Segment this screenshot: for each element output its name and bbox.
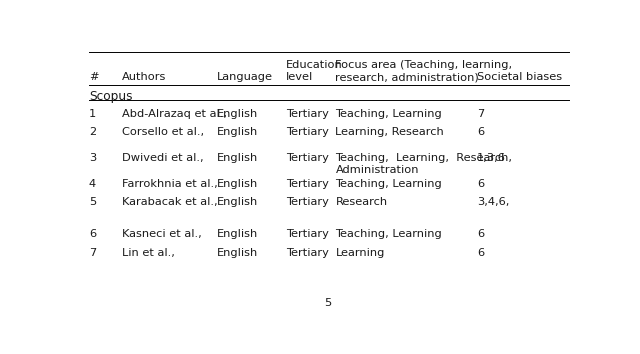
Text: 6: 6 (477, 179, 484, 189)
Text: Tertiary: Tertiary (286, 153, 329, 163)
Text: Learning: Learning (335, 248, 385, 258)
Text: 6: 6 (477, 248, 484, 258)
Text: Authors: Authors (122, 73, 166, 82)
Text: Kasneci et al.,: Kasneci et al., (122, 229, 202, 239)
Text: Language: Language (216, 73, 273, 82)
Text: #: # (89, 73, 99, 82)
Text: Tertiary: Tertiary (286, 179, 329, 189)
Text: Societal biases: Societal biases (477, 73, 562, 82)
Text: 1,3,6: 1,3,6 (477, 153, 506, 163)
Text: 6: 6 (477, 229, 484, 239)
Text: English: English (216, 127, 258, 137)
Text: English: English (216, 109, 258, 119)
Text: 3,4,6,: 3,4,6, (477, 197, 509, 207)
Text: English: English (216, 179, 258, 189)
Text: 4: 4 (89, 179, 96, 189)
Text: Tertiary: Tertiary (286, 197, 329, 207)
Text: 7: 7 (477, 109, 484, 119)
Text: English: English (216, 153, 258, 163)
Text: Teaching, Learning: Teaching, Learning (335, 179, 442, 189)
Text: Scopus: Scopus (89, 90, 132, 103)
Text: 3: 3 (89, 153, 96, 163)
Text: Karabacak et al.,: Karabacak et al., (122, 197, 218, 207)
Text: 5: 5 (89, 197, 96, 207)
Text: Learning, Research: Learning, Research (335, 127, 444, 137)
Text: English: English (216, 197, 258, 207)
Text: Corsello et al.,: Corsello et al., (122, 127, 204, 137)
Text: 7: 7 (89, 248, 96, 258)
Text: English: English (216, 229, 258, 239)
Text: Abd-Alrazaq et al.,: Abd-Alrazaq et al., (122, 109, 227, 119)
Text: Tertiary: Tertiary (286, 248, 329, 258)
Text: Dwivedi et al.,: Dwivedi et al., (122, 153, 204, 163)
Text: 6: 6 (477, 127, 484, 137)
Text: 1: 1 (89, 109, 96, 119)
Text: 2: 2 (89, 127, 96, 137)
Text: Lin et al.,: Lin et al., (122, 248, 175, 258)
Text: 6: 6 (89, 229, 96, 239)
Text: Tertiary: Tertiary (286, 109, 329, 119)
Text: Tertiary: Tertiary (286, 127, 329, 137)
Text: Teaching,  Learning,  Research,
Administration: Teaching, Learning, Research, Administra… (335, 153, 513, 175)
Text: English: English (216, 248, 258, 258)
Text: Teaching, Learning: Teaching, Learning (335, 109, 442, 119)
Text: Education
level: Education level (286, 60, 342, 82)
Text: Research: Research (335, 197, 388, 207)
Text: Farrokhnia et al.,: Farrokhnia et al., (122, 179, 218, 189)
Text: Tertiary: Tertiary (286, 229, 329, 239)
Text: Focus area (Teaching, learning,
research, administration): Focus area (Teaching, learning, research… (335, 60, 513, 82)
Text: Teaching, Learning: Teaching, Learning (335, 229, 442, 239)
Text: 5: 5 (324, 298, 332, 308)
